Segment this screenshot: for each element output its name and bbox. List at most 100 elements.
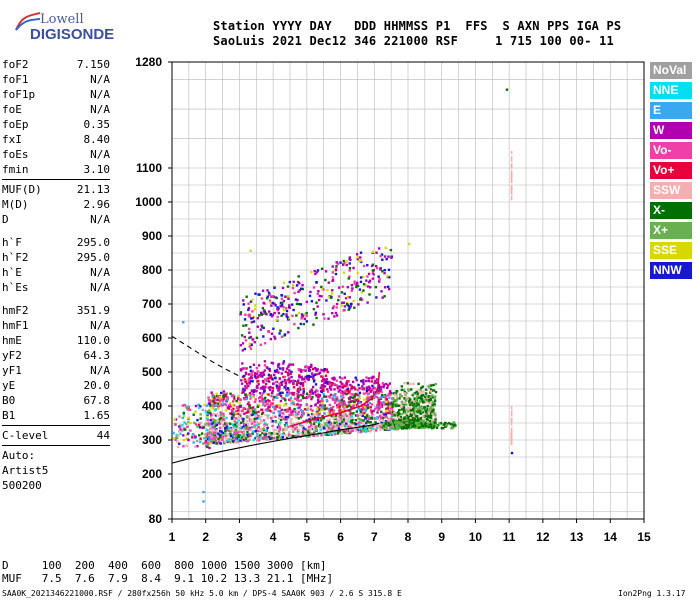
echo-point	[181, 416, 184, 420]
echo-point	[182, 438, 186, 442]
echo-point	[212, 426, 215, 429]
echo-point	[237, 419, 240, 422]
echo-point	[351, 287, 354, 290]
echo-point	[266, 366, 269, 369]
echo-point	[306, 365, 309, 369]
echo-point	[275, 296, 278, 300]
param-name: yF2	[2, 349, 22, 362]
echo-point	[346, 380, 349, 383]
echo-point	[380, 422, 383, 425]
echo-point	[199, 440, 202, 444]
echo-point	[194, 445, 197, 448]
echo-point	[271, 420, 275, 423]
echo-point	[415, 390, 418, 394]
echo-point	[358, 430, 362, 434]
echo-point	[209, 432, 212, 436]
echo-point	[392, 421, 395, 424]
echo-point	[276, 436, 279, 439]
echo-point	[324, 424, 327, 427]
echo-point	[386, 402, 389, 405]
echo-point	[356, 393, 359, 397]
echo-point	[239, 439, 242, 442]
echo-point	[186, 405, 190, 408]
echo-point	[373, 396, 376, 399]
echo-point	[338, 429, 342, 432]
echo-point	[199, 413, 202, 416]
echo-point	[377, 408, 380, 411]
echo-point	[274, 369, 277, 373]
echo-point	[431, 406, 435, 410]
echo-point	[271, 362, 275, 365]
echo-point	[329, 296, 333, 300]
y-tick-label: 400	[142, 399, 162, 413]
echo-point	[231, 404, 235, 407]
echo-point	[365, 414, 369, 417]
echo-point	[376, 403, 379, 407]
echo-point	[433, 397, 437, 401]
echo-point	[422, 424, 425, 428]
echo-point	[284, 384, 287, 388]
echo-point	[268, 388, 272, 392]
echo-point	[226, 439, 230, 442]
echo-point	[211, 429, 214, 432]
echo-point	[418, 423, 422, 427]
echo-point	[443, 421, 447, 425]
echo-point	[296, 415, 299, 418]
echo-point	[214, 424, 217, 428]
echo-point	[182, 414, 186, 418]
echo-point	[365, 386, 369, 389]
echo-point	[348, 296, 352, 299]
echo-point	[407, 418, 410, 421]
echo-point	[292, 386, 296, 389]
echo-point	[232, 433, 236, 436]
echo-point	[425, 413, 428, 416]
echo-point	[307, 413, 310, 417]
echo-point	[348, 307, 351, 310]
echo-point	[295, 284, 299, 287]
echo-point	[510, 164, 513, 168]
echo-point	[415, 397, 418, 400]
echo-point	[325, 433, 329, 436]
echo-point	[308, 430, 311, 433]
echo-point	[293, 397, 297, 400]
echo-point	[345, 382, 348, 386]
echo-point	[266, 402, 270, 405]
echo-point	[269, 386, 272, 389]
echo-point	[250, 376, 253, 380]
echo-point	[287, 433, 291, 436]
param-row: h`F 295.0	[2, 235, 110, 250]
echo-point	[353, 403, 357, 406]
echo-point	[181, 404, 185, 407]
echo-point	[245, 411, 248, 414]
echo-point	[333, 416, 336, 420]
echo-point	[402, 425, 406, 428]
echo-point	[298, 423, 302, 427]
echo-point	[317, 421, 321, 424]
echo-point	[206, 441, 210, 445]
echo-point	[284, 370, 288, 373]
param-value: 67.8	[83, 394, 111, 407]
param-value: 295.0	[76, 236, 110, 249]
echo-point	[386, 409, 389, 412]
echo-point	[386, 386, 389, 390]
echo-point	[264, 399, 267, 403]
panel-divider	[2, 179, 110, 180]
echo-point	[312, 286, 316, 289]
echo-point	[210, 417, 213, 420]
echo-point	[216, 398, 219, 402]
echo-point	[434, 390, 438, 394]
echo-point	[256, 437, 259, 440]
param-row: h`E N/A	[2, 265, 110, 280]
echo-point	[285, 309, 289, 313]
echo-point	[294, 428, 297, 431]
echo-point	[432, 408, 435, 411]
echo-point	[425, 388, 428, 391]
echo-point	[339, 261, 342, 264]
echo-point	[418, 399, 422, 402]
echo-point	[210, 424, 214, 428]
echo-point	[273, 432, 276, 435]
echo-point	[277, 430, 281, 433]
echo-point	[357, 431, 360, 434]
echo-point	[240, 369, 243, 372]
echo-point	[335, 384, 338, 387]
